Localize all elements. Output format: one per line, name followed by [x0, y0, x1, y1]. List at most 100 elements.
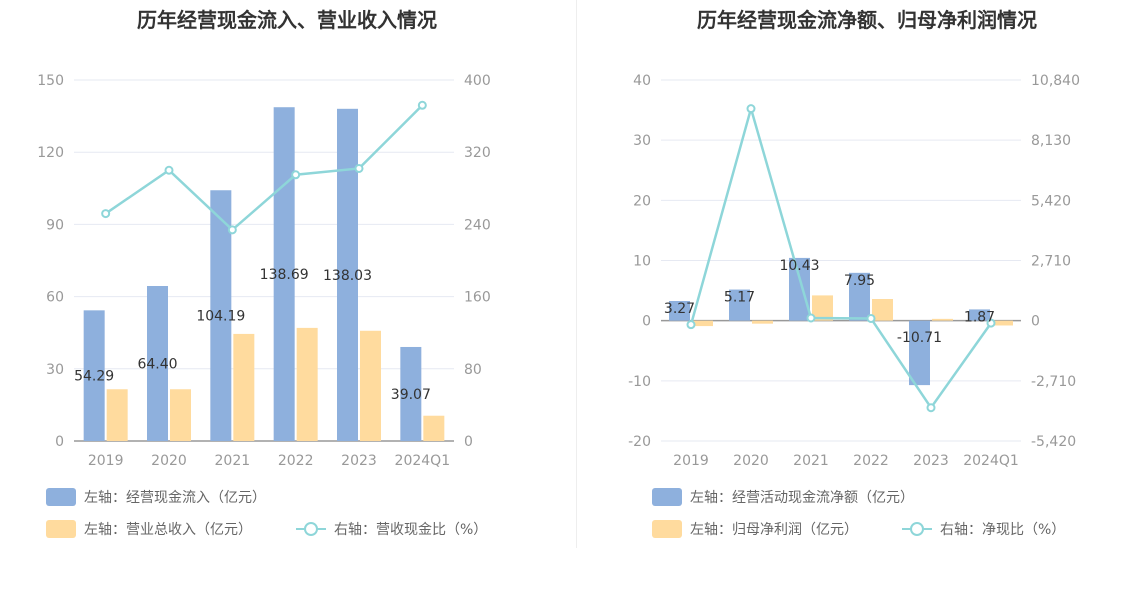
ratio-line-point [806, 313, 816, 323]
legend-label: 右轴：净现比（%） [940, 522, 1065, 538]
right-axis-tick-label: 240 [464, 217, 491, 233]
right-axis-tick-label: 8,130 [1031, 133, 1071, 149]
bar-primary [669, 300, 690, 321]
right-axis-tick-label: 5,420 [1031, 193, 1071, 209]
bar-secondary [170, 389, 191, 441]
bar-primary [83, 310, 105, 441]
x-axis-category-label: 2019 [88, 453, 124, 469]
left-axis-tick-label: 0 [55, 434, 64, 450]
legend-swatch [652, 488, 682, 506]
legend-label: 左轴：经营活动现金流净额（亿元） [690, 490, 914, 506]
right-axis-tick-label: 400 [464, 73, 491, 89]
bar-data-label: 39.07 [391, 387, 431, 403]
legend-label: 右轴：营收现金比（%） [334, 522, 487, 538]
right-axis-tick-label: 160 [464, 290, 491, 306]
bar-data-label: 7.95 [844, 273, 875, 289]
bar-primary [729, 289, 750, 321]
legend-swatch [652, 520, 682, 538]
bar-secondary [296, 327, 318, 441]
chart-title-right: 历年经营现金流净额、归母净利润情况 [697, 8, 1037, 32]
ratio-line [104, 104, 424, 232]
right-axis-tick-label: 0 [1031, 314, 1040, 330]
left-axis-tick-label: 120 [37, 145, 64, 161]
bar-secondary [992, 320, 1013, 326]
bar-secondary [360, 330, 381, 441]
bar-data-label: 104.19 [196, 309, 245, 325]
bar-primary [147, 286, 168, 441]
bar-secondary [692, 320, 713, 327]
right-axis-tick-label: 2,710 [1031, 254, 1071, 270]
x-axis-category-label: 2021 [793, 453, 829, 469]
ratio-line-point [746, 104, 756, 114]
left-axis-tick-label: 30 [46, 362, 64, 378]
bar-data-label: 5.17 [724, 290, 755, 306]
legend-swatch [46, 488, 76, 506]
bar-data-label: 64.40 [137, 357, 177, 373]
x-axis-category-label: 2023 [913, 453, 949, 469]
bar-data-label: 3.27 [664, 301, 695, 317]
right-axis-tick-label: -5,420 [1031, 434, 1076, 450]
legend-line-marker [304, 522, 318, 536]
ratio-line-point [926, 403, 936, 413]
ratio-line-point [354, 163, 364, 173]
right-axis-tick-label: -2,710 [1031, 374, 1076, 390]
bar-primary [789, 257, 810, 321]
left-axis-tick-label: 90 [46, 217, 64, 233]
bar-data-label: 54.29 [74, 369, 114, 385]
ratio-line-point [686, 320, 696, 330]
legend-label: 左轴：归母净利润（亿元） [690, 521, 858, 538]
x-axis-category-label: 2020 [733, 453, 769, 469]
bar-data-label: 138.03 [323, 268, 372, 284]
right-axis-tick-label: 10,840 [1031, 73, 1080, 89]
bar-secondary [752, 320, 773, 324]
legend-swatch [46, 520, 76, 538]
legend-label: 左轴：营业总收入（亿元） [84, 522, 252, 538]
legend-line-marker [910, 522, 924, 536]
bar-primary [909, 320, 930, 386]
ratio-line-point [291, 170, 301, 180]
x-axis-category-label: 2022 [278, 453, 314, 469]
ratio-line-point [164, 165, 174, 175]
ratio-line-point [227, 225, 237, 235]
ratio-line-point [417, 100, 427, 110]
bar-data-label: 138.69 [260, 267, 309, 283]
right-axis-tick-label: 80 [464, 362, 482, 378]
left-axis-tick-label: 30 [633, 133, 651, 149]
bar-primary [400, 346, 422, 441]
bar-data-label: -10.71 [897, 330, 942, 346]
ratio-line-point [866, 313, 876, 323]
x-axis-category-label: 2020 [151, 453, 187, 469]
bar-secondary [106, 389, 128, 441]
left-axis-tick-label: 150 [37, 73, 64, 89]
ratio-line [689, 104, 993, 410]
chart-title-left: 历年经营现金流入、营业收入情况 [137, 8, 437, 32]
ratio-line-point [986, 318, 996, 328]
bar-secondary [812, 295, 833, 321]
legend-label: 左轴：经营现金流入（亿元） [84, 490, 266, 506]
bar-data-label: 10.43 [779, 258, 819, 274]
right-axis-tick-label: 320 [464, 145, 491, 161]
bar-secondary [233, 333, 255, 441]
right-axis-tick-label: 0 [464, 434, 473, 450]
bar-secondary [872, 299, 893, 321]
bar-primary [849, 272, 870, 321]
bar-secondary [423, 415, 445, 441]
x-axis-category-label: 2024Q1 [395, 453, 451, 469]
left-axis-tick-label: -20 [628, 434, 651, 450]
x-axis-category-label: 2019 [673, 453, 709, 469]
left-axis-tick-label: 40 [633, 73, 651, 89]
x-axis-category-label: 2024Q1 [963, 453, 1019, 469]
panel-divider [576, 0, 577, 548]
left-axis-tick-label: -10 [628, 374, 651, 390]
left-axis-tick-label: 20 [633, 193, 651, 209]
bar-secondary [932, 318, 953, 321]
left-axis-tick-label: 0 [642, 314, 651, 330]
bar-data-label: 1.87 [964, 309, 995, 325]
x-axis-category-label: 2023 [341, 453, 377, 469]
ratio-line-point [101, 209, 111, 219]
bar-primary [337, 108, 358, 441]
x-axis-category-label: 2022 [853, 453, 889, 469]
bar-primary [210, 190, 232, 441]
left-axis-tick-label: 10 [633, 254, 651, 270]
